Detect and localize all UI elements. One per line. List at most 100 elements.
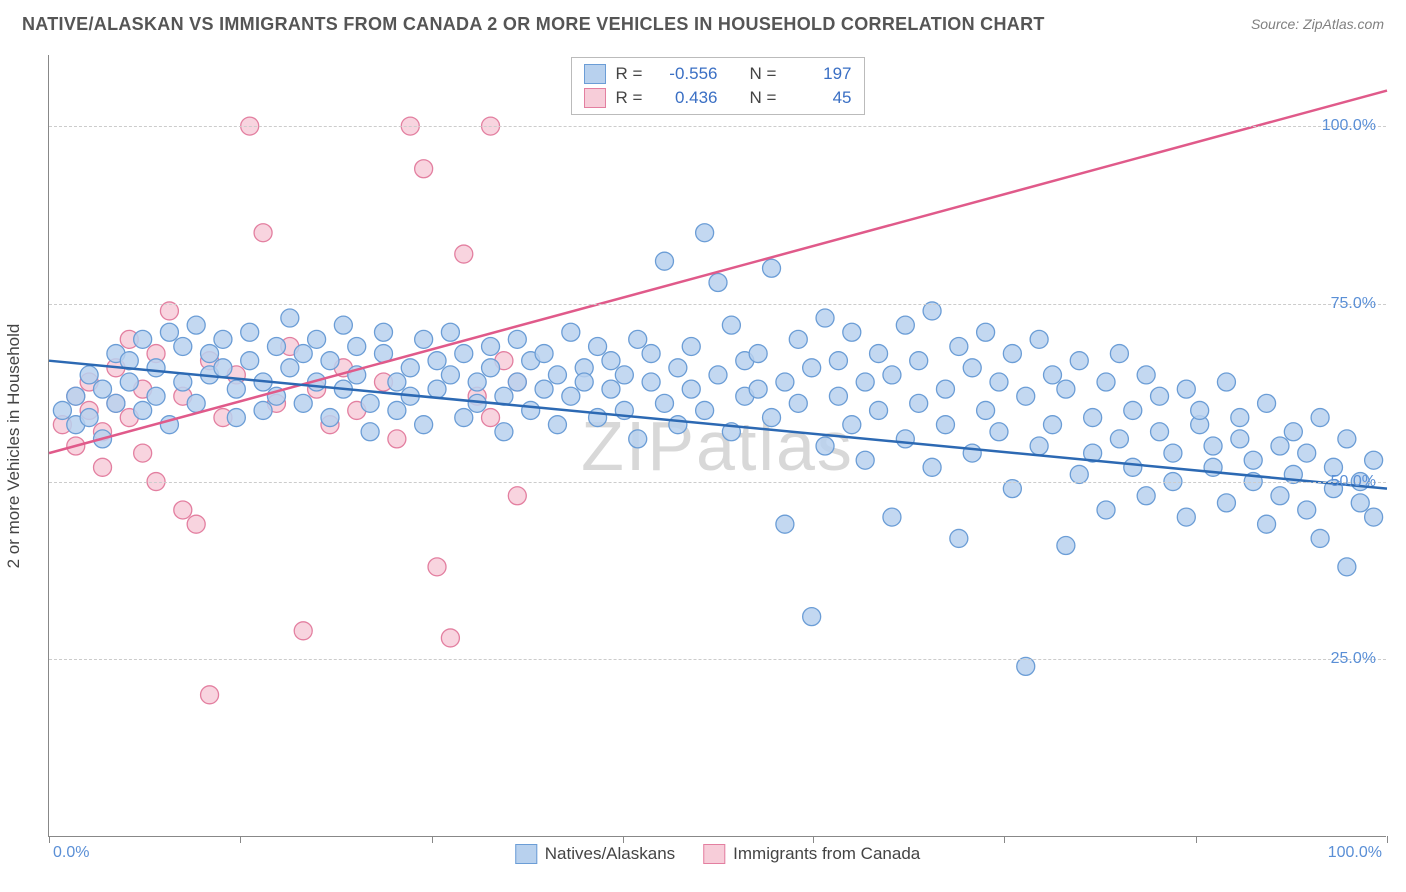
r-value-immigrants: 0.436	[658, 88, 718, 108]
scatter-point	[990, 423, 1008, 441]
scatter-point	[629, 430, 647, 448]
x-tick	[1196, 836, 1197, 843]
scatter-point	[963, 359, 981, 377]
scatter-point	[348, 337, 366, 355]
stats-row-natives: R = -0.556 N = 197	[584, 62, 852, 86]
scatter-point	[294, 345, 312, 363]
scatter-point	[1124, 401, 1142, 419]
source-attribution: Source: ZipAtlas.com	[1251, 16, 1384, 32]
scatter-point	[94, 458, 112, 476]
scatter-point	[361, 394, 379, 412]
scatter-point	[388, 401, 406, 419]
scatter-point	[816, 437, 834, 455]
scatter-point	[575, 373, 593, 391]
x-tick	[240, 836, 241, 843]
scatter-point	[1217, 494, 1235, 512]
scatter-point	[134, 401, 152, 419]
scatter-point	[1244, 451, 1262, 469]
scatter-point	[94, 380, 112, 398]
scatter-point	[174, 373, 192, 391]
scatter-point	[187, 394, 205, 412]
scatter-point	[1030, 330, 1048, 348]
legend-label-immigrants: Immigrants from Canada	[733, 844, 920, 864]
scatter-point	[401, 359, 419, 377]
scatter-point	[990, 373, 1008, 391]
r-label: R =	[616, 64, 648, 84]
scatter-point	[361, 423, 379, 441]
scatter-point	[1217, 373, 1235, 391]
scatter-point	[776, 373, 794, 391]
scatter-point	[1110, 430, 1128, 448]
legend-item-natives: Natives/Alaskans	[515, 844, 675, 864]
scatter-point	[201, 345, 219, 363]
scatter-point	[415, 330, 433, 348]
scatter-point	[1271, 487, 1289, 505]
scatter-point	[1017, 387, 1035, 405]
scatter-point	[468, 373, 486, 391]
scatter-point	[910, 394, 928, 412]
scatter-point	[1110, 345, 1128, 363]
scatter-point	[134, 330, 152, 348]
gridline	[49, 304, 1386, 305]
scatter-point	[294, 622, 312, 640]
scatter-point	[896, 430, 914, 448]
swatch-immigrants	[584, 88, 606, 108]
scatter-point	[1351, 494, 1369, 512]
gridline	[49, 659, 1386, 660]
scatter-point	[53, 401, 71, 419]
scatter-point	[1298, 444, 1316, 462]
scatter-point	[1271, 437, 1289, 455]
n-value-natives: 197	[792, 64, 852, 84]
scatter-point	[1057, 537, 1075, 555]
scatter-point	[642, 373, 660, 391]
scatter-point	[187, 316, 205, 334]
scatter-point	[508, 330, 526, 348]
scatter-point	[963, 444, 981, 462]
y-tick-label: 25.0%	[1331, 650, 1376, 668]
plot-area: ZIPatlas R = -0.556 N = 197 R = 0.436 N …	[48, 55, 1386, 837]
swatch-natives	[515, 844, 537, 864]
scatter-point	[642, 345, 660, 363]
scatter-point	[950, 337, 968, 355]
scatter-point	[1070, 352, 1088, 370]
scatter-point	[201, 686, 219, 704]
scatter-point	[187, 515, 205, 533]
scatter-point	[415, 416, 433, 434]
scatter-point	[1124, 458, 1142, 476]
scatter-point	[241, 323, 259, 341]
scatter-point	[455, 409, 473, 427]
scatter-point	[655, 394, 673, 412]
legend-item-immigrants: Immigrants from Canada	[703, 844, 920, 864]
scatter-point	[722, 316, 740, 334]
x-tick	[813, 836, 814, 843]
x-tick-label-left: 0.0%	[53, 844, 89, 862]
scatter-point	[1164, 444, 1182, 462]
scatter-point	[294, 394, 312, 412]
scatter-point	[816, 309, 834, 327]
scatter-point	[1231, 409, 1249, 427]
scatter-point	[495, 423, 513, 441]
scatter-point	[749, 345, 767, 363]
scatter-point	[1030, 437, 1048, 455]
scatter-point	[589, 409, 607, 427]
scatter-point	[602, 380, 620, 398]
scatter-point	[1097, 501, 1115, 519]
scatter-point	[508, 373, 526, 391]
scatter-point	[1338, 430, 1356, 448]
scatter-point	[147, 387, 165, 405]
r-value-natives: -0.556	[658, 64, 718, 84]
scatter-point	[709, 273, 727, 291]
scatter-point	[1177, 380, 1195, 398]
scatter-point	[134, 444, 152, 462]
x-tick	[432, 836, 433, 843]
scatter-point	[1151, 387, 1169, 405]
r-label: R =	[616, 88, 648, 108]
scatter-point	[896, 316, 914, 334]
scatter-point	[669, 359, 687, 377]
scatter-point	[1084, 409, 1102, 427]
x-tick	[1004, 836, 1005, 843]
scatter-point	[548, 366, 566, 384]
scatter-point	[120, 373, 138, 391]
scatter-point	[763, 259, 781, 277]
scatter-point	[562, 387, 580, 405]
